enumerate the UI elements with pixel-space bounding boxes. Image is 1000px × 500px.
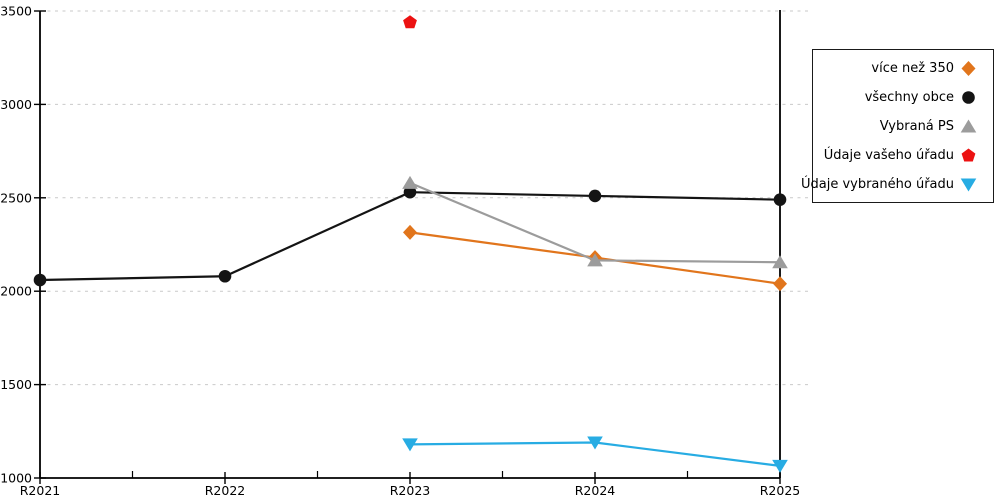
triangle-down-icon bbox=[587, 436, 603, 450]
y-tick-label: 2500 bbox=[0, 190, 32, 205]
x-tick-label: R2024 bbox=[575, 483, 616, 498]
legend-label: více než 350 bbox=[871, 60, 954, 76]
data-point-circle-icon bbox=[588, 189, 602, 203]
y-tick-label: 2000 bbox=[0, 284, 32, 299]
y-tick-label: 1500 bbox=[0, 377, 32, 392]
circle-icon bbox=[403, 185, 417, 199]
pentagon-icon bbox=[961, 148, 976, 161]
triangle-up-icon bbox=[772, 255, 788, 269]
legend-item-3: Údaje vašeho úřadu bbox=[813, 141, 977, 170]
legend-triangle-down-icon bbox=[960, 178, 977, 191]
chart-legend: více než 350 všechny obce Vybraná PS Údaje … bbox=[801, 49, 994, 203]
pentagon-icon bbox=[403, 15, 417, 29]
data-point-triangle-up-icon bbox=[402, 175, 418, 189]
legend-pentagon-icon bbox=[961, 148, 976, 161]
x-tick-label: R2023 bbox=[390, 483, 431, 498]
data-point-circle-icon bbox=[218, 269, 232, 283]
triangle-up-icon bbox=[587, 253, 603, 267]
x-tick-label: R2022 bbox=[205, 483, 246, 498]
x-tick-label: R2025 bbox=[760, 483, 801, 498]
legend-label: všechny obce bbox=[864, 89, 954, 105]
legend-label: Vybraná PS bbox=[879, 118, 954, 134]
data-point-triangle-up-icon bbox=[772, 255, 788, 269]
diamond-icon bbox=[961, 60, 976, 76]
circle-icon bbox=[218, 269, 232, 283]
circle-icon bbox=[962, 90, 975, 104]
circle-icon bbox=[773, 193, 787, 206]
triangle-down-icon bbox=[402, 438, 418, 452]
data-point-triangle-down-icon bbox=[772, 459, 788, 473]
circle-icon bbox=[588, 189, 602, 203]
data-point-triangle-down-icon bbox=[402, 438, 418, 452]
data-point-circle-icon bbox=[403, 185, 417, 199]
legend-item-1: všechny obce bbox=[813, 83, 977, 112]
legend-item-0: více než 350 bbox=[813, 54, 977, 83]
data-point-diamond-icon bbox=[403, 224, 417, 240]
legend-label: Údaje vybraného úřadu bbox=[800, 176, 954, 192]
diamond-icon bbox=[403, 224, 417, 240]
x-tick-label: R2021 bbox=[20, 483, 61, 498]
y-tick-label: 3000 bbox=[0, 97, 32, 112]
data-point-circle-icon bbox=[773, 193, 787, 206]
legend-item-2: Vybraná PS bbox=[813, 112, 977, 141]
triangle-down-icon bbox=[772, 459, 788, 473]
data-point-diamond-icon bbox=[773, 276, 787, 292]
legend-circle-icon bbox=[962, 90, 975, 104]
legend-item-4: Údaje vybraného úřadu bbox=[801, 170, 977, 199]
data-point-triangle-up-icon bbox=[587, 253, 603, 267]
legend-label: Údaje vašeho úřadu bbox=[823, 147, 954, 163]
y-tick-label: 1000 bbox=[0, 471, 32, 486]
y-tick-label: 3500 bbox=[0, 4, 32, 19]
diamond-icon bbox=[773, 276, 787, 292]
data-point-pentagon-icon bbox=[403, 15, 417, 29]
circle-icon bbox=[33, 273, 47, 287]
triangle-up-icon bbox=[402, 175, 418, 189]
data-point-circle-icon bbox=[33, 273, 47, 287]
legend-triangle-up-icon bbox=[960, 119, 977, 132]
legend-diamond-icon bbox=[961, 60, 976, 76]
triangle-down-icon bbox=[960, 178, 977, 191]
triangle-up-icon bbox=[960, 119, 977, 132]
data-point-triangle-down-icon bbox=[587, 436, 603, 450]
